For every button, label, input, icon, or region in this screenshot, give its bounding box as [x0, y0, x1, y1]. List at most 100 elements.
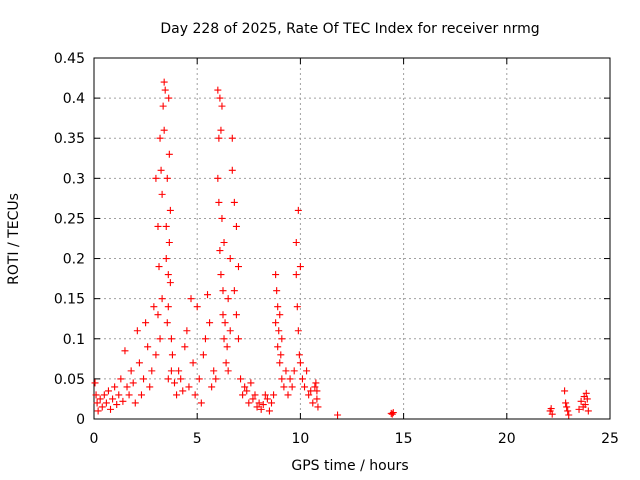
data-point	[163, 319, 171, 327]
plot-frame	[93, 57, 611, 420]
data-point	[109, 395, 117, 403]
data-point	[164, 271, 172, 279]
data-point	[259, 401, 267, 409]
data-point	[158, 190, 166, 198]
data-point	[113, 401, 121, 409]
data-point	[290, 367, 298, 375]
data-point	[237, 375, 245, 383]
data-point	[255, 399, 263, 407]
data-point	[224, 367, 232, 375]
data-point	[274, 343, 282, 351]
data-point	[216, 94, 224, 102]
data-point	[298, 375, 306, 383]
data-point	[222, 359, 230, 367]
data-point	[167, 335, 175, 343]
data-point	[239, 391, 247, 399]
data-point	[195, 375, 203, 383]
data-point	[160, 126, 168, 134]
data-point	[581, 401, 589, 409]
data-point	[226, 255, 234, 263]
data-point	[217, 271, 225, 279]
data-point	[232, 311, 240, 319]
data-point	[123, 383, 131, 391]
data-point	[201, 335, 209, 343]
data-point	[220, 335, 228, 343]
data-point	[170, 379, 178, 387]
data-point	[565, 411, 573, 419]
data-point	[270, 391, 278, 399]
data-point	[584, 407, 592, 415]
data-point	[548, 410, 556, 418]
data-point	[276, 311, 284, 319]
data-point	[295, 351, 303, 359]
data-point	[216, 247, 224, 255]
data-point	[161, 86, 169, 94]
data-point	[133, 327, 141, 335]
data-point	[177, 375, 185, 383]
data-point	[163, 174, 171, 182]
x-tick-label: 15	[395, 431, 413, 447]
data-point	[314, 403, 322, 411]
data-point	[175, 367, 183, 375]
data-point	[561, 387, 569, 395]
data-point	[215, 134, 223, 142]
data-point	[117, 375, 125, 383]
data-point	[181, 343, 189, 351]
data-point	[221, 319, 229, 327]
data-point	[228, 166, 236, 174]
data-point	[577, 397, 585, 405]
data-point	[218, 102, 226, 110]
grid-lines	[94, 58, 610, 419]
y-tick-label: 0.45	[54, 51, 85, 67]
data-point	[311, 383, 319, 391]
data-point	[234, 335, 242, 343]
data-point	[273, 287, 281, 295]
data-point	[247, 379, 255, 387]
data-point	[102, 399, 110, 407]
data-point	[313, 395, 321, 403]
data-point	[547, 405, 555, 413]
data-point	[148, 367, 156, 375]
data-point	[564, 407, 572, 415]
data-point	[121, 347, 129, 355]
data-point	[98, 403, 106, 411]
data-point	[294, 327, 302, 335]
data-point	[135, 359, 143, 367]
data-point	[100, 391, 108, 399]
data-point	[301, 383, 309, 391]
data-point	[226, 327, 234, 335]
data-point	[152, 351, 160, 359]
data-point	[562, 399, 570, 407]
data-point	[137, 391, 145, 399]
data-point	[219, 287, 227, 295]
data-point	[104, 387, 112, 395]
data-point	[115, 391, 123, 399]
data-point	[191, 391, 199, 399]
data-point	[307, 387, 315, 395]
data-point	[224, 295, 232, 303]
x-tick-label: 20	[498, 431, 516, 447]
data-point	[125, 391, 133, 399]
data-point	[230, 198, 238, 206]
data-point	[96, 395, 104, 403]
data-point	[265, 407, 273, 415]
data-point	[243, 387, 251, 395]
data-point	[187, 295, 195, 303]
y-tick-label: 0.25	[54, 211, 85, 227]
data-point	[272, 319, 280, 327]
data-point	[156, 335, 164, 343]
axis-ticks: 0 0.05 0.1 0.15 0.2 0.25 0.3 0.35 0.4 0.45 0 5 10 15 2…	[54, 51, 619, 447]
data-point	[275, 327, 283, 335]
data-point	[204, 291, 212, 299]
data-point	[274, 303, 282, 311]
data-point	[278, 335, 286, 343]
data-point	[294, 206, 302, 214]
x-tick-label: 25	[601, 431, 619, 447]
data-point	[280, 383, 288, 391]
x-axis-label: GPS time / hours	[291, 458, 408, 474]
data-point	[212, 375, 220, 383]
data-point	[165, 94, 173, 102]
data-point	[193, 303, 201, 311]
data-point	[156, 134, 164, 142]
